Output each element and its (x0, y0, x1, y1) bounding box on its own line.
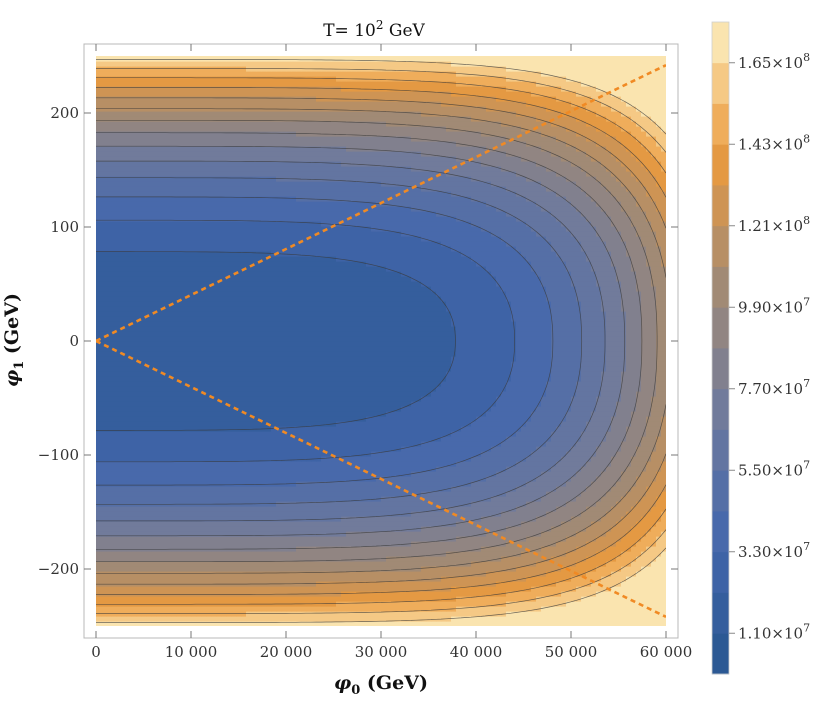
colorbar-tick-label: 7.70×107 (738, 377, 810, 398)
contour-lines (96, 59, 666, 623)
colorbar-band (712, 144, 729, 186)
x-tick-label: 10 000 (165, 643, 218, 661)
colorbar-band (712, 22, 729, 64)
overlay-dashed-line-1 (96, 339, 666, 619)
y-tick-label: −100 (38, 446, 79, 464)
y-tick-label: −200 (38, 560, 79, 578)
chart-title: T= 102 GeV (323, 18, 425, 41)
colorbar-tick-label: 5.50×107 (738, 458, 810, 479)
x-axis-ticks: 0 10 000 20 000 30 000 40 000 50 000 60 000 (91, 44, 692, 661)
overlay-dashed-line-0 (96, 63, 666, 343)
y-axis-label: φ1 (GeV) (1, 293, 27, 387)
colorbar: 1.10×107 3.30×107 5.50×107 7.70×107 9.90×107… (711, 21, 810, 675)
colorbar-frame (711, 21, 730, 675)
colorbar-tick-label: 1.65×108 (738, 51, 810, 72)
colorbar-band (712, 266, 729, 308)
colorbar-band (712, 185, 729, 227)
colorbar-band (712, 429, 729, 471)
colorbar-band (712, 470, 729, 512)
colorbar-tick-label: 3.30×107 (738, 540, 810, 561)
x-tick-label: 60 000 (640, 643, 693, 661)
y-tick-label: 0 (69, 332, 79, 350)
x-tick-label: 20 000 (260, 643, 313, 661)
colorbar-band (712, 388, 729, 430)
colorbar-band (712, 511, 729, 553)
colorbar-band (712, 592, 729, 634)
x-tick-label: 40 000 (450, 643, 503, 661)
colorbar-band (712, 103, 729, 145)
x-tick-label: 50 000 (545, 643, 598, 661)
overlay-lines (96, 63, 666, 619)
colorbar-tick-label: 1.43×108 (738, 132, 810, 153)
contour-field (96, 56, 666, 626)
x-tick-label: 0 (91, 643, 101, 661)
colorbar-tick-label: 1.10×107 (738, 621, 810, 642)
colorbar-band (712, 551, 729, 593)
colorbar-band (712, 62, 729, 104)
colorbar-tick-label: 9.90×107 (738, 295, 810, 316)
colorbar-tick-label: 1.21×108 (738, 214, 810, 235)
colorbar-band (712, 307, 729, 349)
x-tick-label: 30 000 (355, 643, 408, 661)
colorbar-band (712, 348, 729, 390)
x-axis-label: φ0 (GeV) (334, 672, 428, 698)
colorbar-band (712, 225, 729, 267)
colorbar-band (712, 633, 729, 675)
y-tick-label: 200 (50, 104, 79, 122)
y-axis-ticks: 200 100 0 −100 −200 (38, 104, 678, 578)
y-tick-label: 100 (50, 218, 79, 236)
